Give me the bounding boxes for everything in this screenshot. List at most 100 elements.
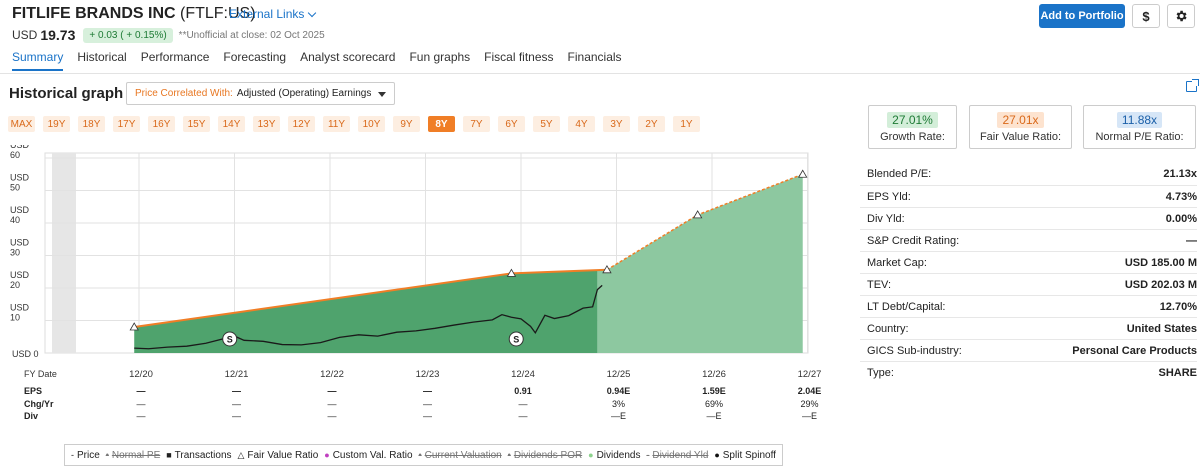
table-cell: 1.59E [702,386,726,396]
y-tick-value: 30 [10,248,20,258]
fair-value-marker [129,322,139,331]
range-5y[interactable]: 5Y [533,116,560,132]
add-to-portfolio-button[interactable]: Add to Portfolio [1039,4,1125,28]
stat-value: USD 202.03 M [1124,278,1197,291]
metric-value: 27.01% [887,111,938,128]
legend-item-dividends[interactable]: ● Dividends [588,450,640,461]
stat-label: LT Debt/Capital: [867,300,946,313]
table-cell: 0.94E [607,386,631,396]
legend-item-dividend-yld[interactable]: - Dividend Yld [646,450,708,461]
range-2y[interactable]: 2Y [638,116,665,132]
tab-analyst-scorecard[interactable]: Analyst scorecard [300,50,396,64]
stat-label: Blended P/E: [867,168,932,180]
range-15y[interactable]: 15Y [183,116,210,132]
external-links-button[interactable]: External Links [229,7,317,21]
tab-historical[interactable]: Historical [77,50,127,64]
metric-label: Growth Rate: [880,130,945,143]
stat-label: Div Yld: [867,212,905,225]
y-tick-zero: USD 0 [12,349,39,359]
range-18y[interactable]: 18Y [78,116,105,132]
tab-fiscal-fitness[interactable]: Fiscal fitness [484,50,554,64]
range-10y[interactable]: 10Y [358,116,385,132]
legend-item-current-valuation[interactable]: • Current Valuation [418,450,501,461]
fair-value-marker [602,264,612,274]
tab-forecasting[interactable]: Forecasting [223,50,287,64]
settings-button[interactable] [1167,4,1195,28]
stat-label: S&P Credit Rating: [867,234,960,247]
tab-fun-graphs[interactable]: Fun graphs [409,50,471,64]
legend-item-fair-value-ratio[interactable]: △ Fair Value Ratio [237,450,318,461]
range-11y[interactable]: 11Y [323,116,350,132]
split-marker-label: S [513,335,519,345]
metric-value: 27.01x [997,111,1044,128]
split-marker [222,331,238,347]
table-cell: —E [611,411,626,421]
legend-item-normal-pe[interactable]: • Normal PE [106,450,161,461]
table-cell: 0.91 [514,386,532,396]
y-tick-value: 20 [10,280,20,290]
price-value: 19.73 [40,27,76,43]
stat-row: EPS Yld: 4.73% [860,185,1197,207]
forecast-area [597,174,803,353]
dropdown-value: Adjusted (Operating) Earnings [236,88,372,99]
correlation-dropdown[interactable]: Price Correlated With: Adjusted (Operati… [126,82,395,105]
legend-item-transactions[interactable]: ■ Transactions [166,450,231,461]
table-cell: — [423,399,432,409]
tab-summary[interactable]: Summary [12,50,64,71]
legend-item-price[interactable]: - Price [71,450,100,461]
stat-value: United States [1126,322,1197,335]
range-19y[interactable]: 19Y [43,116,70,132]
dollar-icon: $ [1142,8,1150,24]
chart-legend: - Price • Normal PE ■ Transactions △ Fair Value… [64,444,783,466]
metric-box-2: 27.01x Fair Value Ratio: [969,105,1072,149]
legend-item-custom-val-ratio[interactable]: ● Custom Val. Ratio [324,450,412,461]
tabs-divider [0,73,1200,74]
stat-row: Type: SHARE [860,361,1197,383]
range-14y[interactable]: 14Y [218,116,245,132]
x-tick-label: 12/23 [416,369,440,380]
tab-performance[interactable]: Performance [140,50,210,64]
y-tick-currency: USD [10,238,30,248]
table-cell: — [137,411,146,421]
y-tick-value: 60 [10,150,20,160]
legend-item-split-spinoff[interactable]: ● Split Spinoff [714,450,776,461]
legend-marker: • [418,450,422,460]
table-cell: 69% [705,399,723,409]
range-16y[interactable]: 16Y [148,116,175,132]
stat-row: Div Yld: 0.00% [860,207,1197,229]
table-row-label: Div [24,411,38,421]
x-tick-label: 12/26 [702,369,726,380]
metric-box-1: 27.01% Growth Rate: [868,105,957,149]
range-9y[interactable]: 9Y [393,116,420,132]
range-3y[interactable]: 3Y [603,116,630,132]
range-13y[interactable]: 13Y [253,116,280,132]
legend-item-dividends-por[interactable]: • Dividends POR [508,450,583,461]
range-4y[interactable]: 4Y [568,116,595,132]
split-marker-label: S [227,335,233,345]
metric-label: Fair Value Ratio: [979,130,1062,143]
range-17y[interactable]: 17Y [113,116,140,132]
range-1y[interactable]: 1Y [673,116,700,132]
stat-row: TEV: USD 202.03 M [860,273,1197,295]
range-max[interactable]: MAX [8,116,35,132]
range-6y[interactable]: 6Y [498,116,525,132]
legend-marker: - [646,450,650,460]
dropdown-label: Price Correlated With: [135,88,233,99]
stat-label: Market Cap: [867,256,927,269]
tab-financials[interactable]: Financials [567,50,622,64]
stat-value: 12.70% [1159,300,1197,313]
x-tick-label: 12/21 [225,369,249,380]
legend-label: Normal PE [111,449,161,461]
table-cell: —E [802,411,817,421]
table-cell: 29% [800,399,818,409]
legend-marker: ● [714,450,720,460]
legend-label: Fair Value Ratio [247,449,319,461]
currency-button[interactable]: $ [1132,4,1160,28]
ticker-symbol: (FTLF:US) [180,5,256,22]
open-external-icon[interactable] [1186,79,1199,92]
stat-label: EPS Yld: [867,190,911,203]
range-7y[interactable]: 7Y [463,116,490,132]
range-12y[interactable]: 12Y [288,116,315,132]
range-8y[interactable]: 8Y [428,116,455,132]
